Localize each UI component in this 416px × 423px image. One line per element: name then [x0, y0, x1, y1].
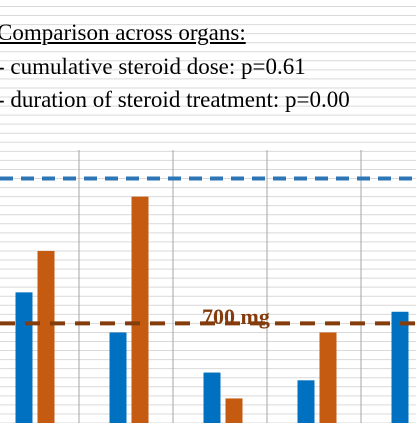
bar-series-1-category-5	[391, 311, 409, 423]
bar-series-2-category-3	[225, 398, 243, 423]
gridlines	[0, 5, 416, 423]
bar-series-1-category-4	[297, 380, 315, 423]
annotation-line-duration: - duration of steroid treatment: p=0.00	[0, 87, 350, 112]
bar-series-2-category-4	[319, 332, 337, 423]
bar-series-1-category-1	[15, 292, 33, 423]
threshold-label: 700 mg	[202, 304, 270, 329]
annotation-title: Comparison across organs:	[0, 20, 246, 45]
bar-series-2-category-1	[37, 250, 55, 423]
bar-series-2-category-2	[131, 196, 149, 423]
reference-lines	[0, 176, 416, 326]
annotation-line-dose: - cumulative steroid dose: p=0.61	[0, 54, 306, 79]
bars	[15, 196, 409, 423]
bar-series-1-category-2	[109, 332, 127, 423]
category-dividers	[78, 150, 362, 423]
bar-series-1-category-3	[203, 372, 221, 423]
